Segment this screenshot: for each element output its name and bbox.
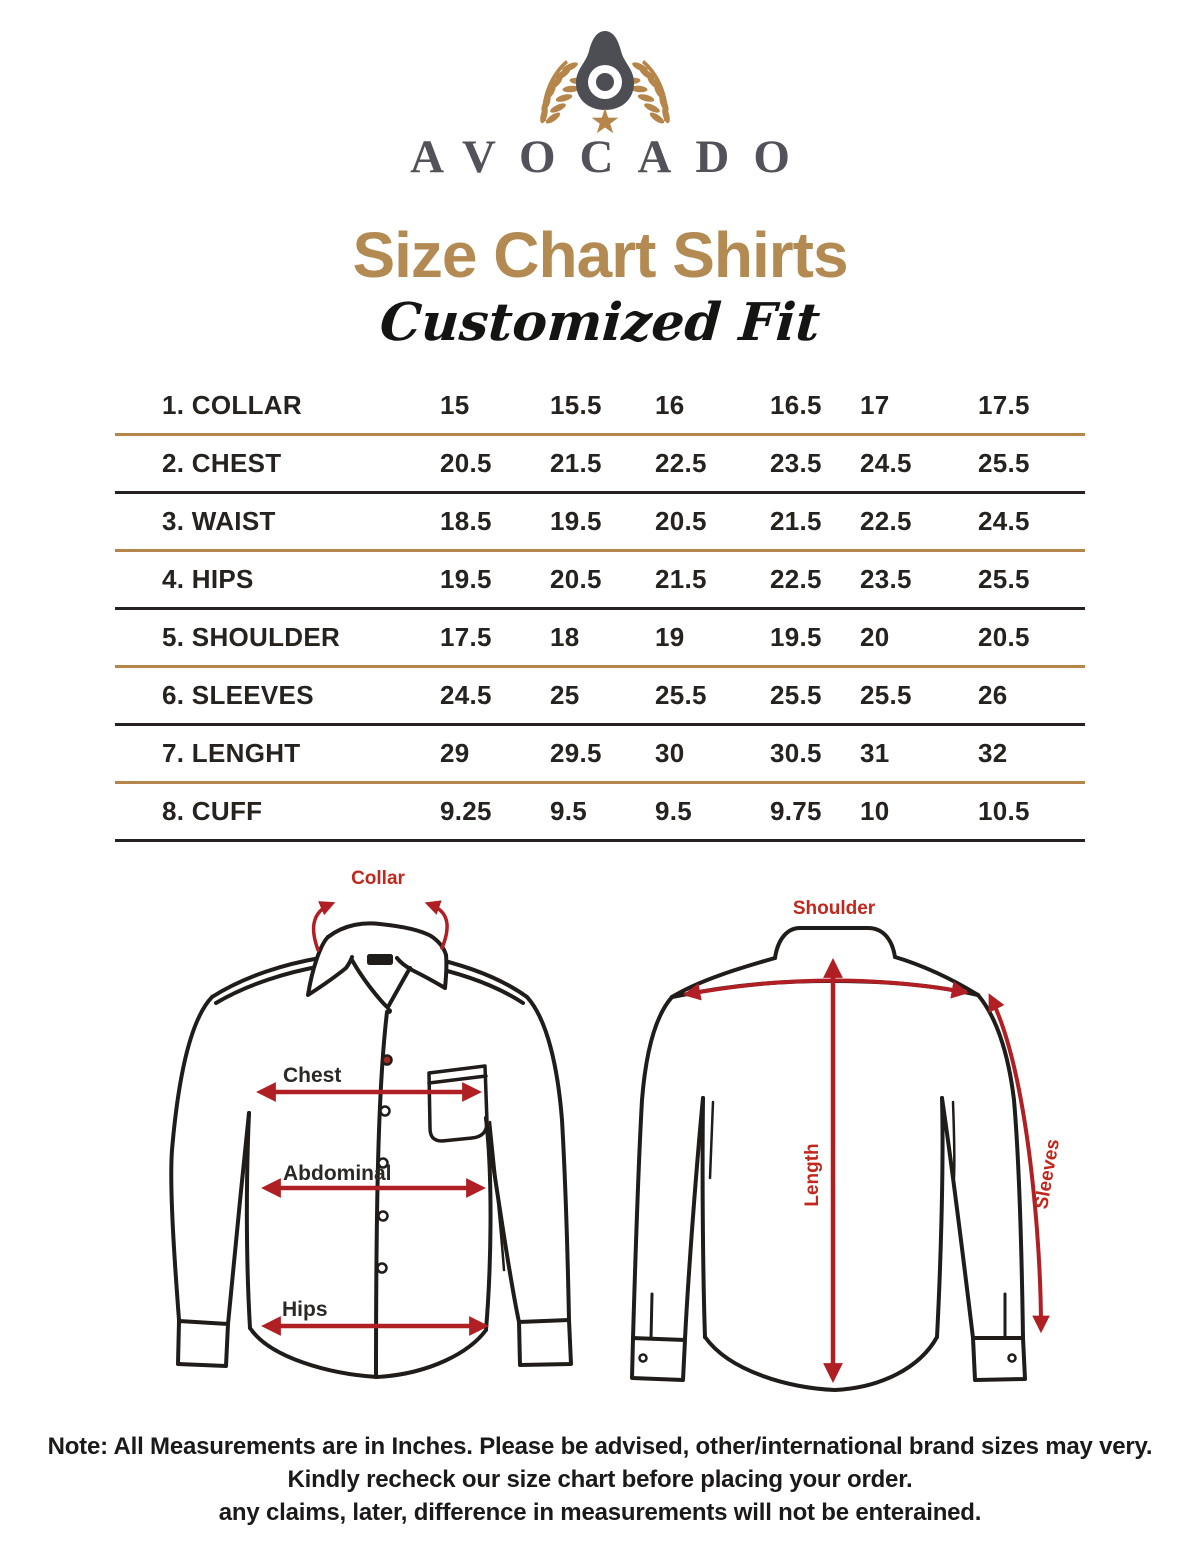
size-value: 18 — [550, 622, 580, 652]
size-value: 21.5 — [770, 506, 822, 536]
table-row: 2. CHEST 20.5 21.5 22.5 23.5 24.5 25.5 — [115, 436, 1085, 494]
row-label: 8. CUFF — [162, 796, 263, 826]
size-value: 25.5 — [978, 564, 1030, 594]
row-label: 7. LENGHT — [162, 738, 301, 768]
table-row: 8. CUFF 9.25 9.5 9.5 9.75 10 10.5 — [115, 784, 1085, 842]
row-label: 6. SLEEVES — [162, 680, 314, 710]
size-value: 9.25 — [440, 796, 492, 826]
size-value: 17.5 — [440, 622, 492, 652]
size-value: 16 — [655, 390, 685, 420]
brand-name: AVOCADO — [410, 131, 814, 183]
measurement-note: Note: All Measurements are in Inches. Pl… — [0, 1430, 1200, 1529]
size-value: 24.5 — [440, 680, 492, 710]
page-title: Size Chart Shirts — [352, 219, 848, 291]
size-value: 26 — [978, 680, 1008, 710]
size-value: 15 — [440, 390, 470, 420]
abdominal-measure-label: Abdominal — [283, 1162, 392, 1185]
size-value: 19.5 — [550, 506, 602, 536]
collar-measure-label: Collar — [351, 868, 405, 889]
table-row: 5. SHOULDER 17.5 18 19 19.5 20 20.5 — [115, 610, 1085, 668]
size-value: 15.5 — [550, 390, 602, 420]
size-value: 9.5 — [655, 796, 693, 826]
length-measure-label: Length — [802, 1143, 823, 1206]
size-value: 20.5 — [978, 622, 1030, 652]
row-label: 1. COLLAR — [162, 390, 302, 420]
page-subtitle: Customized Fit — [378, 292, 822, 353]
avocado-logo-icon — [540, 31, 672, 134]
star-icon — [591, 108, 619, 134]
note-line-3: any claims, later, difference in measure… — [218, 1499, 982, 1526]
size-value: 16.5 — [770, 390, 822, 420]
size-value: 29 — [440, 738, 470, 768]
note-line-2: Kindly recheck our size chart before pla… — [287, 1466, 913, 1493]
size-value: 24.5 — [978, 506, 1030, 536]
size-value: 25.5 — [978, 448, 1030, 478]
row-label: 5. SHOULDER — [162, 622, 341, 652]
chest-measure-label: Chest — [283, 1064, 341, 1087]
size-value: 17.5 — [978, 390, 1030, 420]
size-value: 25 — [550, 680, 580, 710]
size-value: 23.5 — [860, 564, 912, 594]
hips-measure-label: Hips — [282, 1298, 328, 1321]
size-value: 22.5 — [770, 564, 822, 594]
size-value: 23.5 — [770, 448, 822, 478]
size-value: 10 — [860, 796, 890, 826]
shirt-front-diagram: Collar Chest Abdominal Hips — [169, 868, 573, 1379]
table-row: 4. HIPS 19.5 20.5 21.5 22.5 23.5 25.5 — [115, 552, 1085, 610]
size-value: 19.5 — [770, 622, 822, 652]
note-line-1: Note: All Measurements are in Inches. Pl… — [47, 1433, 1153, 1460]
size-value: 22.5 — [860, 506, 912, 536]
row-label: 4. HIPS — [162, 564, 254, 594]
size-value: 10.5 — [978, 796, 1030, 826]
size-value: 25.5 — [770, 680, 822, 710]
shirt-back-diagram: Shoulder Length Sleeves — [630, 898, 1064, 1392]
size-value: 31 — [860, 738, 890, 768]
size-value: 20 — [860, 622, 890, 652]
size-value: 20.5 — [550, 564, 602, 594]
size-value: 30.5 — [770, 738, 822, 768]
size-value: 29.5 — [550, 738, 602, 768]
shoulder-measure-label: Shoulder — [793, 898, 876, 919]
size-value: 32 — [978, 738, 1008, 768]
size-value: 19 — [655, 622, 685, 652]
size-value: 22.5 — [655, 448, 707, 478]
size-value: 20.5 — [655, 506, 707, 536]
size-value: 24.5 — [860, 448, 912, 478]
table-row: 6. SLEEVES 24.5 25 25.5 25.5 25.5 26 — [115, 668, 1085, 726]
table-row: 3. WAIST 18.5 19.5 20.5 21.5 22.5 24.5 — [115, 494, 1085, 552]
row-label: 3. WAIST — [162, 506, 276, 536]
table-row: 1. COLLAR 15 15.5 16 16.5 17 17.5 — [115, 378, 1085, 436]
row-label: 2. CHEST — [162, 448, 282, 478]
size-value: 20.5 — [440, 448, 492, 478]
table-row: 7. LENGHT 29 29.5 30 30.5 31 32 — [115, 726, 1085, 784]
size-value: 18.5 — [440, 506, 492, 536]
size-value: 9.75 — [770, 796, 822, 826]
size-value: 17 — [860, 390, 890, 420]
sleeves-measure-label: Sleeves — [1031, 1137, 1064, 1210]
size-value: 30 — [655, 738, 685, 768]
size-value: 21.5 — [550, 448, 602, 478]
avocado-icon — [576, 31, 634, 110]
size-value: 25.5 — [860, 680, 912, 710]
size-value: 9.5 — [550, 796, 588, 826]
size-value: 25.5 — [655, 680, 707, 710]
size-value: 21.5 — [655, 564, 707, 594]
size-table: 1. COLLAR 15 15.5 16 16.5 17 17.5 2. CHEST 20.5 2… — [115, 378, 1085, 842]
size-value: 19.5 — [440, 564, 492, 594]
